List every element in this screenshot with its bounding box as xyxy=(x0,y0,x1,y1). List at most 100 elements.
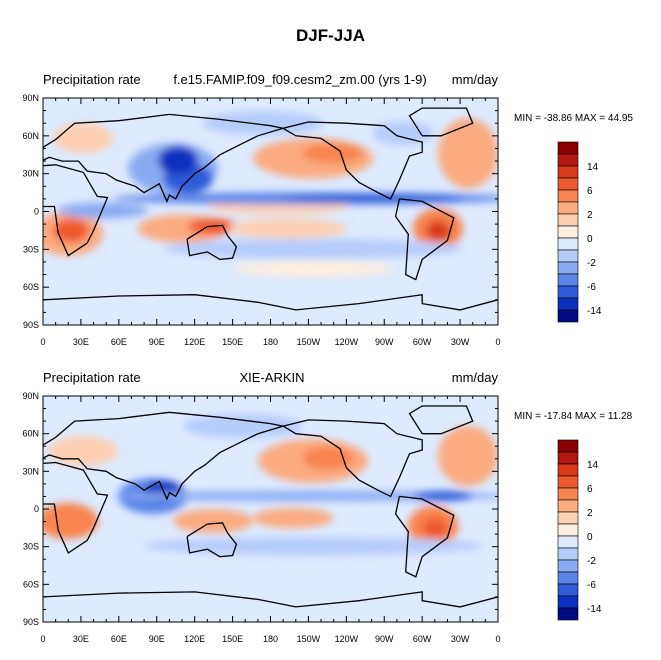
lon-label: 0 xyxy=(40,634,45,644)
colorbar-label: -14 xyxy=(587,306,602,317)
colorbar-swatch xyxy=(557,189,579,203)
coastline xyxy=(282,419,423,498)
colorbar-swatch xyxy=(557,571,579,585)
colorbar-label: 6 xyxy=(587,186,593,197)
colorbar-swatch xyxy=(557,523,579,537)
colorbar-label: 2 xyxy=(587,508,593,519)
colorbar-swatch xyxy=(557,225,579,239)
lon-label: 180 xyxy=(263,337,278,347)
lon-label: 120W xyxy=(335,634,359,644)
lon-label: 90W xyxy=(375,634,394,644)
panel-left-title: Precipitation rate xyxy=(43,370,141,385)
lon-label: 150W xyxy=(297,337,321,347)
colorbar-label: 14 xyxy=(587,460,599,471)
colorbar-swatch xyxy=(557,559,579,573)
colorbar-label: 6 xyxy=(587,484,593,495)
colorbar-label: -6 xyxy=(587,282,596,293)
figure-title: DJF-JJA xyxy=(296,26,365,45)
lon-label: 60E xyxy=(111,634,127,644)
lon-label: 90E xyxy=(149,337,165,347)
coastline xyxy=(408,107,474,137)
panel-left-title: Precipitation rate xyxy=(43,72,141,87)
coastline xyxy=(394,495,455,578)
lon-label: 30E xyxy=(73,337,89,347)
colorbar-swatch xyxy=(557,607,579,621)
lon-label: 30E xyxy=(73,634,89,644)
lon-label: 30W xyxy=(451,337,470,347)
coastline xyxy=(394,198,455,281)
lon-label: 150E xyxy=(222,634,243,644)
colorbar-swatch xyxy=(557,237,579,251)
lon-label: 30W xyxy=(451,634,470,644)
lon-label: 90E xyxy=(149,634,165,644)
coastline xyxy=(186,522,238,558)
colorbar-swatch xyxy=(557,547,579,561)
colorbar-label: -6 xyxy=(587,580,596,591)
colorbar-swatch xyxy=(557,595,579,609)
colorbar-swatch xyxy=(557,297,579,311)
panel-units: mm/day xyxy=(451,370,498,385)
coastline xyxy=(186,224,238,261)
colorbar-swatch xyxy=(557,165,579,179)
colorbar-swatch xyxy=(557,463,579,477)
colorbar-swatch xyxy=(557,201,579,215)
coastline xyxy=(282,121,423,200)
lon-label: 0 xyxy=(40,337,45,347)
lat-label: 0 xyxy=(34,504,39,514)
colorbar-swatch xyxy=(557,451,579,465)
colorbar-label: -2 xyxy=(587,556,596,567)
lon-label: 120E xyxy=(184,337,205,347)
colorbar-swatch xyxy=(557,499,579,513)
map-model xyxy=(43,98,498,325)
lat-label: 90S xyxy=(23,320,39,330)
lon-label: 180 xyxy=(263,634,278,644)
lat-label: 60N xyxy=(22,429,39,439)
colorbar-swatch xyxy=(557,535,579,549)
colorbar-swatch xyxy=(557,249,579,263)
colorbar-label: 2 xyxy=(587,210,593,221)
colorbar-swatch xyxy=(557,261,579,275)
colorbar-swatch xyxy=(557,511,579,525)
lon-label: 60W xyxy=(413,634,432,644)
coastline xyxy=(43,591,498,608)
lat-label: 60S xyxy=(23,282,39,292)
colorbar-swatch xyxy=(557,273,579,287)
lon-label: 60W xyxy=(413,337,432,347)
colorbar-swatch xyxy=(557,583,579,597)
colorbar-label: 14 xyxy=(587,162,599,173)
panel-center-title: f.e15.FAMIP.f09_f09.cesm2_zm.00 (yrs 1-9… xyxy=(173,72,427,87)
panel-units: mm/day xyxy=(451,72,498,87)
colorbar-swatch xyxy=(557,177,579,191)
coastline xyxy=(408,405,474,435)
lon-label: 60E xyxy=(111,337,127,347)
lat-label: 0 xyxy=(34,207,39,217)
lat-label: 90N xyxy=(22,391,39,401)
lat-label: 60N xyxy=(22,131,39,141)
lon-label: 150E xyxy=(222,337,243,347)
colorbar-swatch xyxy=(557,439,579,453)
colorbar-label: -2 xyxy=(587,258,596,269)
colorbar-swatch xyxy=(557,487,579,501)
colorbar-label: 0 xyxy=(587,532,593,543)
colorbar-swatch xyxy=(557,309,579,323)
lon-label: 120E xyxy=(184,634,205,644)
coastline xyxy=(43,164,109,257)
panel-minmax: MIN = -38.86 MAX = 44.95 xyxy=(514,113,633,124)
coastline xyxy=(43,113,284,204)
lat-label: 30S xyxy=(23,542,39,552)
lat-label: 30S xyxy=(23,244,39,254)
colorbar-swatch xyxy=(557,213,579,227)
panel-center-title: XIE-ARKIN xyxy=(239,370,305,385)
lon-label: 0 xyxy=(495,634,500,644)
lat-label: 90N xyxy=(22,93,39,103)
colorbar-swatch xyxy=(557,153,579,167)
lat-label: 90S xyxy=(23,617,39,627)
lon-label: 120W xyxy=(335,337,359,347)
lon-label: 150W xyxy=(297,634,321,644)
colorbar-label: -14 xyxy=(587,604,602,615)
coastline xyxy=(43,461,109,554)
coastline xyxy=(43,293,498,311)
lon-label: 0 xyxy=(495,337,500,347)
colorbar-label: 0 xyxy=(587,234,593,245)
